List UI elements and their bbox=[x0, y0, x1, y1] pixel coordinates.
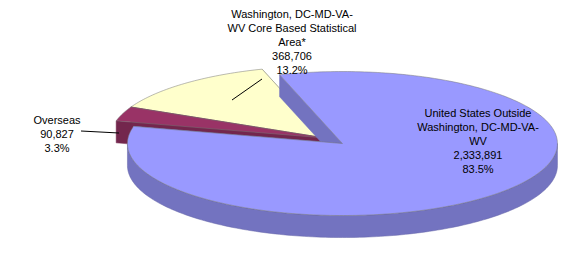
value-label: 368,706 bbox=[272, 50, 312, 62]
pie-slices bbox=[116, 69, 557, 237]
category-label: Washington, DC-MD-VA-WV Core Based Stati… bbox=[228, 8, 357, 48]
category-label: Overseas bbox=[33, 114, 81, 126]
leader-line bbox=[81, 131, 119, 133]
percentage-label: 13.2% bbox=[276, 64, 307, 76]
value-label: 90,827 bbox=[40, 128, 74, 140]
category-label: United States OutsideWashington, DC-MD-V… bbox=[417, 107, 539, 147]
chart: United States OutsideWashington, DC-MD-V… bbox=[0, 0, 582, 258]
leader-line bbox=[232, 79, 262, 100]
labels: United States OutsideWashington, DC-MD-V… bbox=[33, 8, 539, 175]
slice-top bbox=[127, 72, 557, 216]
percentage-label: 3.3% bbox=[44, 142, 69, 154]
percentage-label: 83.5% bbox=[462, 163, 493, 175]
value-label: 2,333,891 bbox=[454, 149, 503, 161]
